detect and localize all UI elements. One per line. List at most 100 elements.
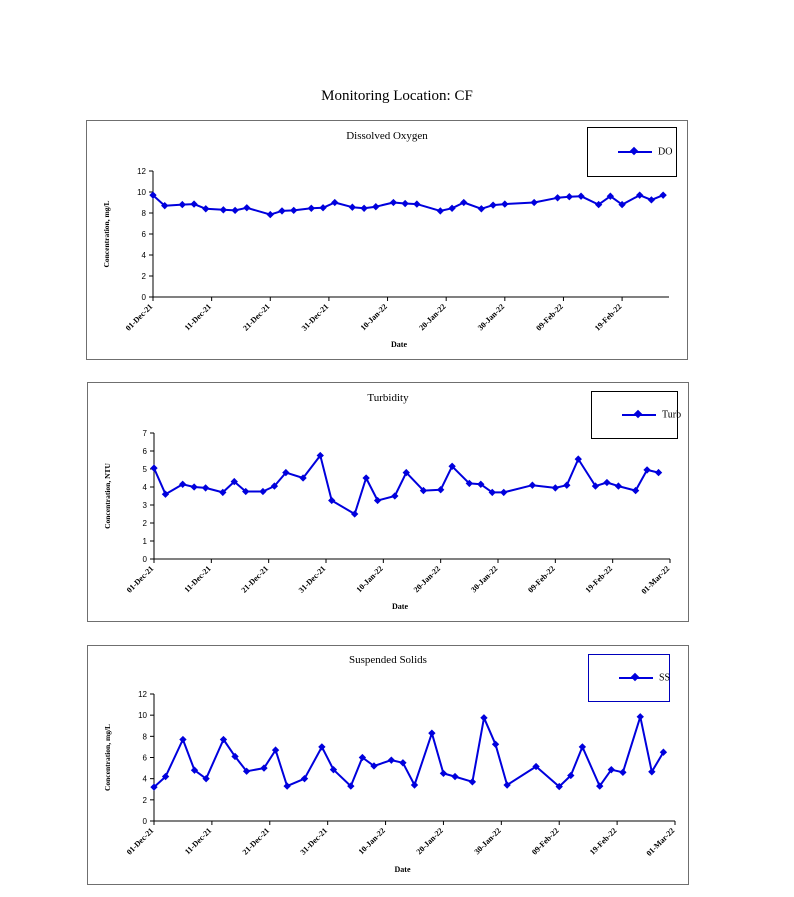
data-point xyxy=(551,484,560,492)
y-axis-title: Concentration, mg/L xyxy=(102,200,111,267)
data-point xyxy=(532,762,540,771)
data-point xyxy=(401,199,409,208)
y-tick-label: 4 xyxy=(143,775,148,784)
y-tick-label: 10 xyxy=(138,711,147,720)
data-point xyxy=(372,203,380,211)
x-tick-label: 19-Feb-22 xyxy=(593,302,624,333)
data-point xyxy=(439,769,448,778)
chart-title: Dissolved Oxygen xyxy=(346,130,428,142)
data-point xyxy=(480,714,488,722)
data-point xyxy=(410,781,419,789)
y-tick-label: 3 xyxy=(143,501,148,510)
data-point xyxy=(202,205,210,213)
x-tick-label: 19-Feb-22 xyxy=(584,564,615,595)
data-point xyxy=(603,478,611,487)
x-tick-label: 11-Dec-21 xyxy=(183,564,213,594)
data-point xyxy=(278,207,286,215)
suspended-solids-plot: Suspended Solids 0 2 4 6 8 10 12 Concentration, … xyxy=(103,654,676,874)
y-axis-title: Concentration, mg/L xyxy=(103,724,112,791)
y-tick-label: 6 xyxy=(143,447,148,456)
data-point xyxy=(565,193,573,201)
suspended-solids-legend: SS xyxy=(588,654,670,702)
data-point xyxy=(270,482,279,490)
x-tick-label: 01-Dec-21 xyxy=(125,826,156,857)
data-point xyxy=(316,451,324,460)
data-point xyxy=(178,200,186,209)
data-point xyxy=(219,488,227,497)
data-point xyxy=(161,201,169,210)
data-point xyxy=(491,740,500,748)
x-tick-label: 20-Jan-22 xyxy=(415,826,445,856)
series-line xyxy=(153,715,665,788)
x-tick-label: 31-Dec-21 xyxy=(300,302,331,333)
data-point xyxy=(489,201,497,209)
data-point xyxy=(242,767,251,775)
x-tick-label: 30-Jan-22 xyxy=(476,302,506,332)
data-point xyxy=(488,488,496,497)
x-tick-label: 31-Dec-21 xyxy=(297,564,328,595)
data-point xyxy=(619,768,627,776)
data-point xyxy=(528,481,537,489)
y-tick-label: 0 xyxy=(143,555,148,564)
data-point xyxy=(530,198,538,207)
data-point xyxy=(230,477,238,486)
data-point xyxy=(231,206,239,215)
data-point xyxy=(465,479,474,488)
data-point xyxy=(631,486,640,495)
dissolved-oxygen-plot: Dissolved Oxygen 0 2 4 6 8 10 12 Concentration, … xyxy=(102,130,669,349)
data-point xyxy=(307,204,315,212)
data-point xyxy=(647,196,656,204)
x-tick-label: 10-Jan-22 xyxy=(357,826,387,856)
x-tick-label: 30-Jan-22 xyxy=(472,826,502,856)
data-point xyxy=(460,198,468,207)
y-tick-label: 7 xyxy=(143,429,148,438)
data-point xyxy=(190,200,198,208)
data-point xyxy=(348,203,357,211)
data-point xyxy=(391,492,399,500)
x-axis-title: Date xyxy=(391,340,407,349)
y-tick-label: 12 xyxy=(138,690,147,699)
y-tick-label: 0 xyxy=(142,293,147,302)
y-tick-label: 8 xyxy=(143,732,148,741)
x-tick-label: 19-Feb-22 xyxy=(588,826,619,857)
turbidity-chart: Turbidity 0 1 2 3 4 5 6 7 Concentration, NTU 01-De… xyxy=(87,382,689,622)
data-point xyxy=(563,481,571,489)
data-point xyxy=(607,765,615,774)
data-point xyxy=(436,207,444,215)
y-tick-label: 2 xyxy=(142,272,147,281)
data-point xyxy=(387,756,396,764)
x-tick-label: 10-Jan-22 xyxy=(354,564,384,594)
legend-series-marker xyxy=(618,151,652,153)
y-tick-label: 1 xyxy=(143,537,148,546)
legend-series-label: Turb xyxy=(662,409,682,421)
data-point xyxy=(606,192,615,200)
dissolved-oxygen-legend: DO xyxy=(587,127,677,177)
data-point xyxy=(300,774,309,783)
data-point xyxy=(328,496,336,505)
dissolved-oxygen-chart: Dissolved Oxygen 0 2 4 6 8 10 12 Concentration, … xyxy=(86,120,688,360)
suspended-solids-chart: Suspended Solids 0 2 4 6 8 10 12 Concentration, … xyxy=(87,645,689,885)
x-tick-label: 20-Jan-22 xyxy=(412,564,442,594)
data-point xyxy=(436,486,445,494)
data-point xyxy=(636,191,644,199)
series-line xyxy=(153,454,659,515)
data-point xyxy=(150,464,158,472)
data-point xyxy=(428,729,436,737)
y-tick-label: 2 xyxy=(143,519,148,528)
y-tick-label: 0 xyxy=(143,817,148,826)
x-tick-label: 21-Dec-21 xyxy=(241,826,272,857)
data-point xyxy=(659,191,667,199)
turbidity-legend: Turb xyxy=(591,391,682,439)
data-point xyxy=(451,772,459,781)
data-point xyxy=(201,484,210,492)
y-tick-label: 10 xyxy=(137,188,146,197)
data-point xyxy=(283,782,291,790)
page-title: Monitoring Location: CF xyxy=(321,88,473,104)
turbidity-plot: Turbidity 0 1 2 3 4 5 6 7 Concentration, NTU 01-De… xyxy=(103,392,671,611)
data-point xyxy=(149,191,157,199)
data-point xyxy=(399,759,407,767)
x-axis-title: Date xyxy=(395,865,411,874)
x-tick-label: 31-Dec-21 xyxy=(299,826,330,857)
x-tick-label: 20-Jan-22 xyxy=(417,302,447,332)
x-tick-label: 09-Feb-22 xyxy=(526,564,557,595)
